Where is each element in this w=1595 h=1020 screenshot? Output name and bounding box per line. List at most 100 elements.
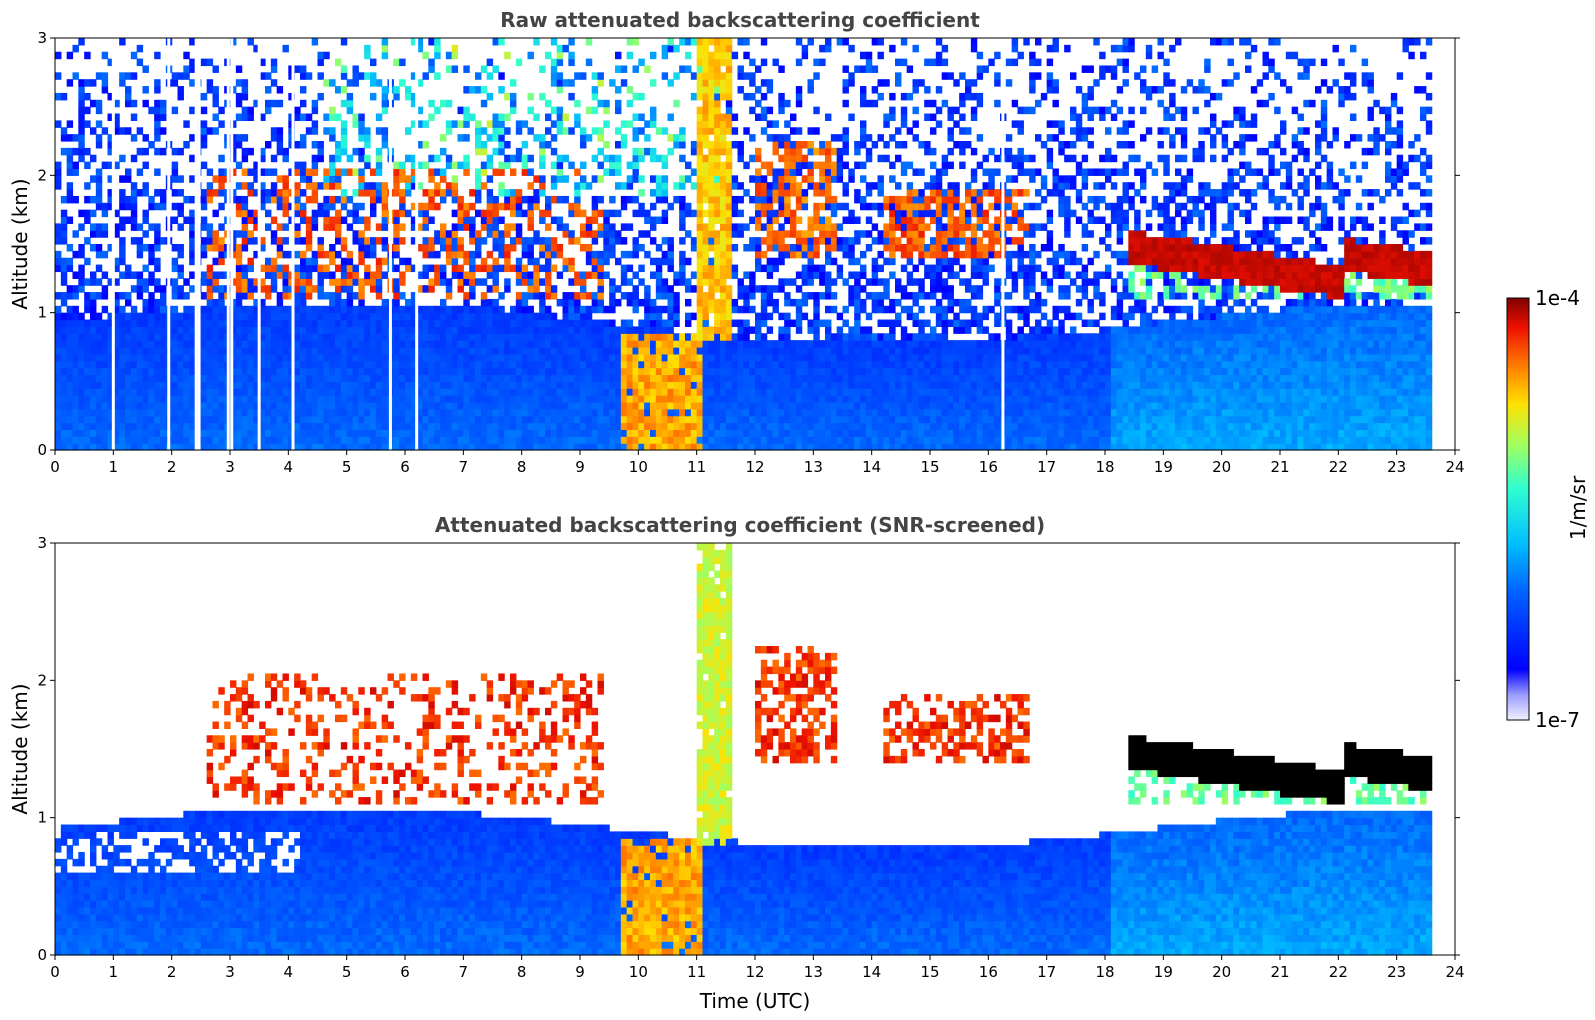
heatmap-cell [720,415,727,424]
heatmap-cell [329,415,336,424]
heatmap-cell [708,244,715,252]
heatmap-cell [305,223,313,231]
heatmap-cell [714,326,721,334]
heatmap-cell [370,415,377,424]
heatmap-cell [177,374,184,382]
heatmap-cell [160,408,167,417]
heatmap-cell [650,381,657,389]
heatmap-cell [66,189,74,197]
heatmap-cell [480,353,488,362]
heatmap-cell [253,312,260,321]
heatmap-cell [778,415,785,424]
heatmap-cell [749,340,756,348]
heatmap-cell [556,374,564,382]
heatmap-cell [708,79,715,87]
heatmap-cell [510,443,517,451]
heatmap-cell [381,127,389,135]
heatmap-cell [340,312,348,321]
heatmap-cell [784,374,791,382]
heatmap-cell [311,401,319,410]
heatmap-cell [661,422,669,430]
heatmap-cell [399,79,406,87]
heatmap-cell [801,388,809,396]
heatmap-cell [340,244,348,252]
heatmap-cell [720,340,727,348]
heatmap-cell [241,388,249,396]
heatmap-cell [276,429,284,437]
heatmap-cell [708,202,715,211]
heatmap-cell [515,154,523,163]
heatmap-cell [95,312,103,321]
heatmap-cell [725,443,733,451]
heatmap-cell [807,223,814,231]
heatmap-cell [568,360,575,369]
heatmap-cell [539,388,546,396]
heatmap-cell [270,65,278,73]
heatmap-cell [189,285,196,293]
heatmap-cell [760,401,768,410]
heatmap-cell [720,147,727,156]
heatmap-cell [615,340,622,348]
heatmap-cell [556,367,564,376]
heatmap-cell [533,230,540,238]
heatmap-cell [755,99,762,108]
heatmap-cell [743,292,750,300]
heatmap-cell [323,388,330,396]
heatmap-cell [650,429,657,437]
heatmap-cell [603,340,610,348]
heatmap-cell [615,298,622,307]
heatmap-cell [422,443,429,451]
heatmap-cell [323,429,330,437]
heatmap-cell [574,422,581,430]
heatmap-cell [200,106,208,115]
heatmap-cell [498,202,505,211]
heatmap-cell [510,244,517,252]
heatmap-cell [84,429,91,437]
heatmap-cell [119,326,126,334]
heatmap-cell [375,353,383,362]
heatmap-cell [725,161,733,170]
heatmap-cell [317,340,324,348]
heatmap-cell [772,175,779,183]
heatmap-cell [95,278,103,286]
heatmap-cell [294,209,301,218]
heatmap-cell [119,360,126,369]
heatmap-cell [580,305,587,314]
heatmap-cell [620,271,628,279]
heatmap-cell [55,319,62,327]
heatmap-cell [329,312,336,321]
heatmap-cell [772,436,779,444]
heatmap-cell [136,326,144,334]
heatmap-cell [801,312,809,321]
heatmap-cell [708,161,715,170]
heatmap-cell [445,436,453,444]
heatmap-cell [486,202,494,211]
heatmap-cell [755,312,762,321]
heatmap-cell [807,147,814,156]
heatmap-cell [381,209,389,218]
heatmap-cell [352,415,359,424]
heatmap-cell [346,285,354,293]
heatmap-cell [585,374,593,382]
heatmap-cell [620,333,628,341]
heatmap-cell [638,113,645,121]
heatmap-cell [795,388,803,396]
heatmap-cell [323,202,330,211]
heatmap-cell [130,237,138,245]
heatmap-cell [270,58,278,67]
heatmap-cell [428,360,435,369]
heatmap-cell [177,367,184,376]
heatmap-cell [556,216,564,224]
heatmap-cell [685,161,692,170]
heatmap-cell [253,305,260,314]
heatmap-cell [690,168,698,176]
heatmap-cell [206,381,214,389]
heatmap-cell [364,250,371,259]
heatmap-cell [457,443,464,451]
heatmap-cell [311,161,319,170]
heatmap-cell [550,264,558,273]
heatmap-cell [72,271,79,279]
heatmap-cell [463,319,470,327]
heatmap-cell [515,312,523,321]
heatmap-cell [282,395,289,403]
